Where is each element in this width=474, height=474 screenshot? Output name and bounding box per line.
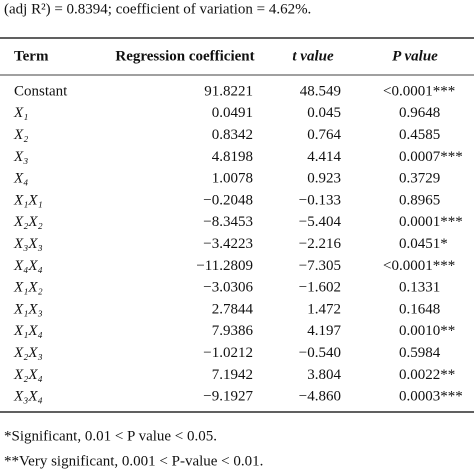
term-cell: X₁: [13, 105, 28, 121]
coefficient-cell: −1.0212: [203, 345, 253, 361]
column-header: P value: [392, 48, 438, 64]
t-value-cell: 4.414: [307, 149, 341, 165]
column-header: Regression coefficient: [115, 48, 254, 64]
term-cell: Constant: [14, 83, 68, 99]
term-cell: X₃: [13, 149, 28, 165]
footnote: **Very significant, 0.001 < P-value < 0.…: [4, 453, 263, 469]
coefficient-cell: −11.2809: [196, 258, 253, 274]
p-value-cell: <0.0001***: [383, 258, 455, 274]
p-value-cell: 0.3729: [399, 171, 440, 187]
coefficient-cell: −3.4223: [203, 236, 253, 252]
term-cell: X₂: [13, 127, 28, 143]
t-value-cell: −2.216: [299, 236, 342, 252]
coefficient-cell: 4.8198: [212, 149, 253, 165]
column-header: t value: [292, 48, 334, 64]
p-value-cell: 0.0003***: [399, 389, 463, 405]
term-cell: X₁X₄: [13, 323, 43, 339]
p-value-cell: 0.0001***: [399, 214, 463, 230]
t-value-cell: −4.860: [299, 389, 341, 405]
t-value-cell: −0.540: [299, 345, 341, 361]
term-cell: X₃X₄: [13, 389, 43, 405]
p-value-cell: 0.8965: [399, 192, 440, 208]
coefficient-cell: −3.0306: [203, 280, 253, 296]
t-value-cell: 4.197: [307, 323, 341, 339]
term-cell: X₂X₃: [13, 345, 43, 361]
column-header: Term: [14, 48, 49, 64]
coefficient-cell: −8.3453: [203, 214, 253, 230]
p-value-cell: 0.1648: [399, 301, 440, 317]
term-cell: X₄: [13, 171, 28, 187]
t-value-cell: −1.602: [299, 280, 341, 296]
coefficient-cell: 1.0078: [212, 171, 253, 187]
p-value-cell: <0.0001***: [383, 83, 455, 99]
term-cell: X₄X₄: [13, 258, 43, 274]
term-cell: X₃X₃: [13, 236, 43, 252]
coefficient-cell: −9.1927: [203, 389, 253, 405]
t-value-cell: −7.305: [299, 258, 341, 274]
p-value-cell: 0.0022**: [399, 367, 455, 383]
p-value-cell: 0.0007***: [399, 149, 463, 165]
caption-tail: (adj R²) = 0.8394; coefficient of variat…: [4, 1, 311, 17]
term-cell: X₁X₃: [13, 301, 43, 317]
term-cell: X₂X₂: [13, 214, 43, 230]
t-value-cell: 0.923: [307, 171, 341, 187]
footnote: *Significant, 0.01 < P value < 0.05.: [4, 428, 217, 444]
term-cell: X₂X₄: [13, 367, 43, 383]
term-cell: X₁X₂: [13, 280, 43, 296]
coefficient-cell: 7.9386: [212, 323, 254, 339]
term-cell: X₁X₁: [13, 192, 43, 208]
coefficient-cell: −0.2048: [203, 192, 253, 208]
coefficient-cell: 91.8221: [204, 83, 253, 99]
p-value-cell: 0.0451*: [399, 236, 448, 252]
coefficient-cell: 7.1942: [212, 367, 253, 383]
p-value-cell: 0.9648: [399, 105, 440, 121]
t-value-cell: 3.804: [307, 367, 341, 383]
t-value-cell: 1.472: [307, 301, 341, 317]
t-value-cell: −5.404: [299, 214, 342, 230]
t-value-cell: −0.133: [299, 192, 341, 208]
coefficient-cell: 0.0491: [212, 105, 253, 121]
p-value-cell: 0.4585: [399, 127, 440, 143]
p-value-cell: 0.0010**: [399, 323, 455, 339]
p-value-cell: 0.5984: [399, 345, 441, 361]
coefficient-cell: 0.8342: [212, 127, 253, 143]
t-value-cell: 0.764: [307, 127, 341, 143]
p-value-cell: 0.1331: [399, 280, 440, 296]
t-value-cell: 0.045: [307, 105, 341, 121]
coefficient-cell: 2.7844: [212, 301, 254, 317]
t-value-cell: 48.549: [300, 83, 341, 99]
